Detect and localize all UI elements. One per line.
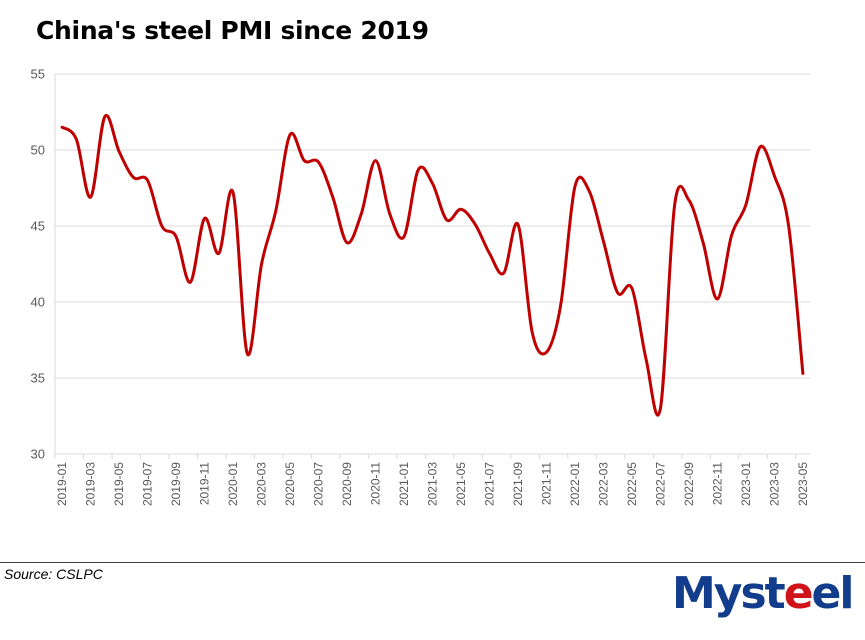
x-tick-label: 2021-11 (539, 462, 553, 505)
x-tick-label: 2020-09 (340, 462, 354, 506)
logo-text-part2: e (783, 568, 814, 619)
y-tick-label: 35 (31, 371, 45, 386)
x-tick-label: 2021-07 (482, 462, 496, 506)
x-tick-label: 2022-03 (596, 462, 610, 506)
x-tick-label: 2021-05 (454, 462, 468, 506)
x-tick-label: 2020-11 (369, 462, 383, 505)
x-tick-label: 2019-09 (169, 462, 183, 506)
x-tick-label: 2020-01 (226, 462, 240, 506)
x-tick-label: 2020-03 (255, 462, 269, 506)
y-tick-label: 30 (31, 447, 45, 462)
y-tick-label: 55 (31, 67, 45, 82)
x-tick-label: 2023-03 (767, 462, 781, 506)
mysteel-logo: Mysteel (672, 566, 855, 622)
x-axis: 2019-01 2019-03 2019-05 2019-07 2019-09 2019-… (54, 453, 810, 506)
x-tick-label: 2019-07 (141, 462, 155, 506)
x-tick-label: 2021-09 (511, 462, 525, 506)
logo-text-part3: el (811, 568, 855, 619)
chart-title: China's steel PMI since 2019 (36, 16, 429, 45)
x-tick-label: 2022-07 (653, 462, 667, 506)
x-tick-label: 2020-05 (283, 462, 297, 506)
x-tick-label: 2021-03 (426, 462, 440, 506)
x-tick-label: 2022-05 (625, 462, 639, 506)
x-tick-label: 2019-01 (55, 462, 69, 506)
y-tick-label: 40 (31, 295, 45, 310)
source-note: Source: CSLPC (4, 566, 103, 582)
series-layer (60, 113, 805, 417)
x-tick-label: 2023-05 (796, 462, 810, 506)
y-tick-label: 50 (31, 143, 45, 158)
x-tick-label: 2023-01 (739, 462, 753, 506)
x-tick-label: 2021-01 (397, 462, 411, 506)
x-tick-label: 2022-09 (682, 462, 696, 506)
x-tick-label: 2022-01 (568, 462, 582, 506)
gridlines (55, 73, 810, 455)
series-line-steel-pmi (60, 113, 805, 417)
y-tick-label: 45 (31, 219, 45, 234)
y-axis: 30 35 40 45 50 55 (31, 67, 56, 462)
footer-divider (0, 562, 865, 563)
x-tick-label: 2019-11 (198, 462, 212, 505)
x-tick-label: 2022-11 (710, 462, 724, 505)
x-tick-label: 2020-07 (312, 462, 326, 506)
logo-text-part1: Myst (672, 568, 786, 619)
x-tick-label: 2019-05 (112, 462, 126, 506)
x-tick-label: 2019-03 (84, 462, 98, 506)
